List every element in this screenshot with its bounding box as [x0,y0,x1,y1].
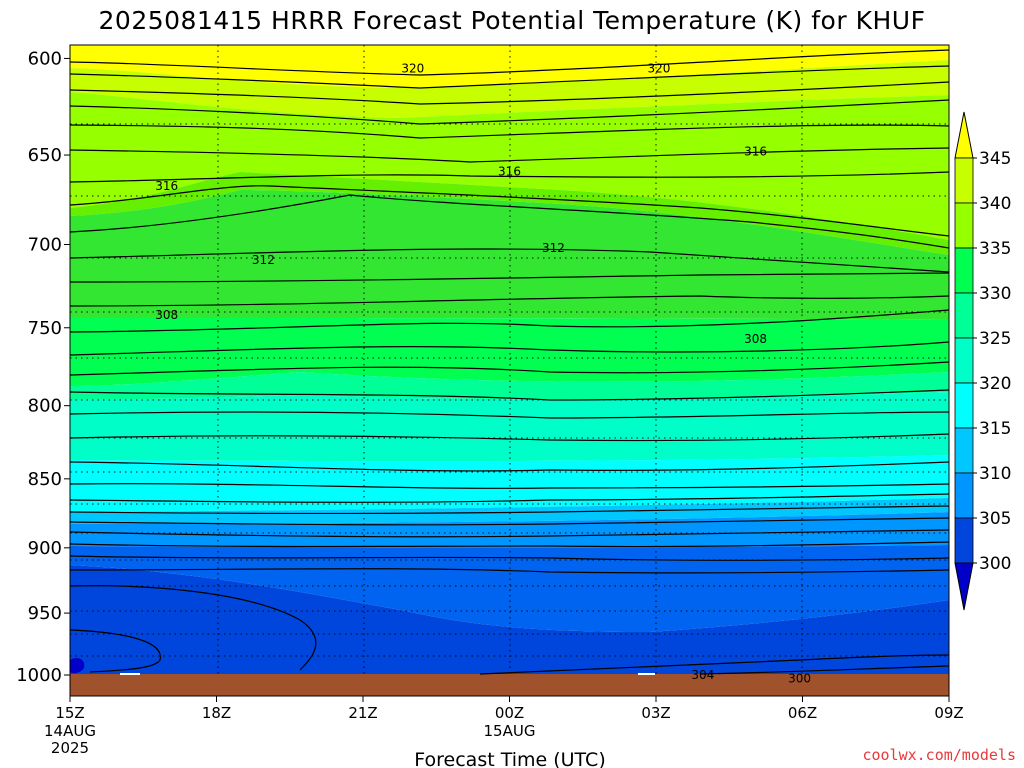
contour-label: 316 [744,144,767,158]
contour-label: 312 [252,253,275,267]
colorbar-tick-label: 305 [979,509,1011,529]
contour-line [70,248,949,273]
credit-text: coolwx.com/models [862,746,1016,764]
contour-line [70,483,949,489]
colorbar-tick-label: 330 [979,284,1011,304]
contour-label: 308 [744,332,767,346]
ground [70,674,949,696]
y-tick-label: 600 [28,48,62,69]
colorbar-tick-label: 340 [979,194,1011,214]
contour-line [70,529,949,538]
x-tick-label: 03Z [641,704,670,722]
y-tick-label: 750 [28,318,62,339]
x-tick-label: 15Z [55,704,84,722]
x-tick-sublabel: 2025 [51,739,89,757]
contour-line [70,124,949,139]
band-316 [70,498,949,524]
contour-line [70,505,949,515]
contour-label: 300 [788,672,811,686]
contour-line [70,541,949,548]
colorbar-tick-label: 310 [979,464,1011,484]
contour-line [70,295,949,307]
y-tick-label: 1000 [16,665,62,686]
x-axis-label: Forecast Time (UTC) [414,749,605,768]
contour-labels: 3483443403403403323323323283243243203203… [155,61,811,686]
contour-line [70,493,949,503]
colorbar-top-arrow [954,111,974,159]
y-tick-label: 900 [28,538,62,559]
contour-line [70,81,949,105]
x-tick-label: 00Z [495,704,524,722]
contour-line [479,654,949,675]
y-tick-label: 700 [28,234,62,255]
contour-label: 304 [691,668,714,682]
x-tick-label: 18Z [202,704,231,722]
colorbar-tick-label: 325 [979,329,1011,349]
band-305 [70,565,949,676]
contour-line [70,585,317,671]
contour-line [70,65,949,89]
contour-line [70,629,161,673]
contour-line [699,665,949,675]
plot-area: 3483443403403403323323323283243243203203… [70,45,949,696]
colorbar-tick-label: 300 [979,554,1011,574]
contour-line [70,568,949,574]
x-tick-sublabel: 15AUG [484,722,536,740]
contour-label: 316 [498,165,521,179]
band-310 [70,545,949,632]
x-tick-label: 09Z [934,704,963,722]
y-tick-label: 950 [28,603,62,624]
contour-label: 320 [401,61,424,75]
contour-line [70,461,949,472]
x-tick-label: 21Z [348,704,377,722]
band-324 [70,392,949,462]
contour-label: 308 [155,308,178,322]
contour-line [70,272,949,283]
contour-line [70,171,949,183]
contour-line [70,341,949,356]
contour-label: 320 [647,61,670,75]
contour-line [70,411,949,419]
page-title: 2025081415 HRRR Forecast Potential Tempe… [99,6,926,35]
y-tick-label: 850 [28,469,62,490]
contour-line [70,99,949,125]
x-tick-sublabel: 14AUG [44,722,96,740]
y-axis: 2503003504004505005506006507007508008509… [16,48,70,686]
colorbar-ticks: 345 340 335 330 325 320 315 310 305 300 [973,149,1011,574]
colorbar-tick-label: 320 [979,374,1011,394]
colorbar-tick-label: 315 [979,419,1011,439]
contour-line [70,309,949,333]
contour-line [70,185,949,237]
y-tick-label: 800 [28,396,62,417]
x-tick-label: 06Z [788,704,817,722]
contour-label: 312 [542,241,565,255]
contour-line [70,517,949,526]
band-300 [70,657,85,674]
y-tick-label: 650 [28,145,62,166]
colorbar-tick-label: 345 [979,149,1011,169]
colorbar-tick-label: 335 [979,239,1011,259]
grid-lines [70,45,949,674]
contour-label: 316 [155,179,178,193]
contour-line [70,361,949,376]
band-348 [70,45,949,88]
colorbar-bottom-arrow [954,562,974,611]
colorbar: 345 340 335 330 325 320 315 310 305 300 [954,111,1011,611]
contour-line [70,147,949,163]
contour-line [70,49,949,76]
contour-line [70,194,949,249]
